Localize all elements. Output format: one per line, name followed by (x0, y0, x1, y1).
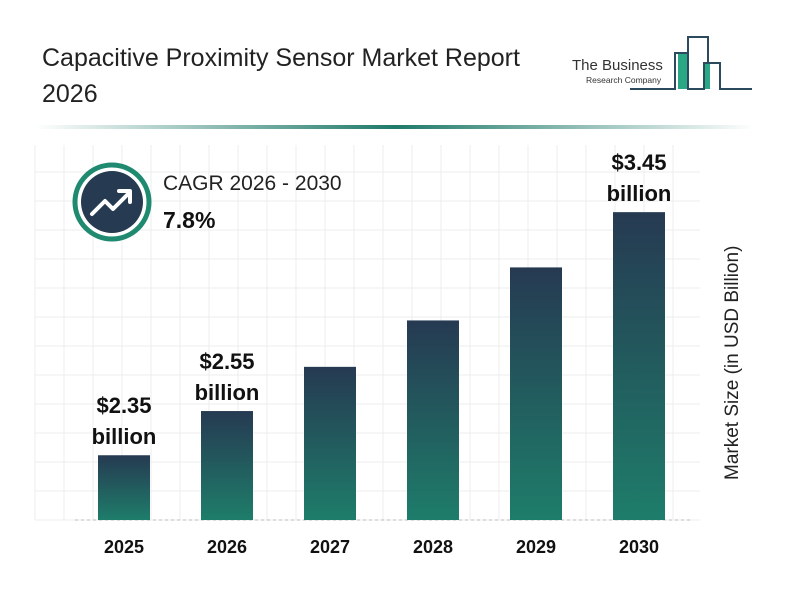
page-title: Capacitive Proximity Sensor Market Repor… (42, 44, 520, 108)
x-tick-label: 2028 (413, 537, 453, 557)
bar-2027 (304, 366, 356, 520)
x-tick-label: 2030 (619, 537, 659, 557)
data-label: billion (92, 424, 157, 449)
x-tick-label: 2026 (207, 537, 247, 557)
logo-subtext: Research Company (586, 75, 662, 85)
bar-2026 (201, 411, 253, 520)
bar-2029 (510, 267, 562, 520)
bar-2025 (98, 455, 150, 520)
bar-2030 (613, 212, 665, 520)
header-divider (35, 125, 755, 129)
data-label: $3.45 (611, 150, 666, 175)
x-tick-label: 2027 (310, 537, 350, 557)
company-logo: The Business Research Company (570, 35, 755, 95)
data-label: $2.35 (96, 393, 151, 418)
y-axis-label: Market Size (in USD Billion) (722, 245, 743, 480)
cagr-label: CAGR 2026 - 2030 (163, 172, 342, 195)
data-label: $2.55 (199, 349, 254, 374)
cagr-value: 7.8% (163, 207, 216, 233)
data-label: billion (607, 181, 672, 206)
bar-2028 (407, 320, 459, 520)
x-tick-label: 2029 (516, 537, 556, 557)
logo-buildings-icon (630, 36, 752, 90)
x-tick-label: 2025 (104, 537, 144, 557)
logo-text: The Business (572, 57, 663, 74)
trending-up-icon (72, 162, 152, 242)
data-label: billion (195, 380, 260, 405)
